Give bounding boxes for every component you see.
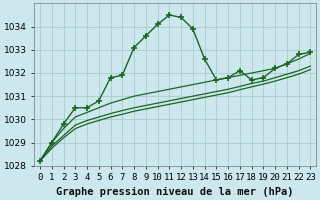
X-axis label: Graphe pression niveau de la mer (hPa): Graphe pression niveau de la mer (hPa) — [56, 186, 294, 197]
